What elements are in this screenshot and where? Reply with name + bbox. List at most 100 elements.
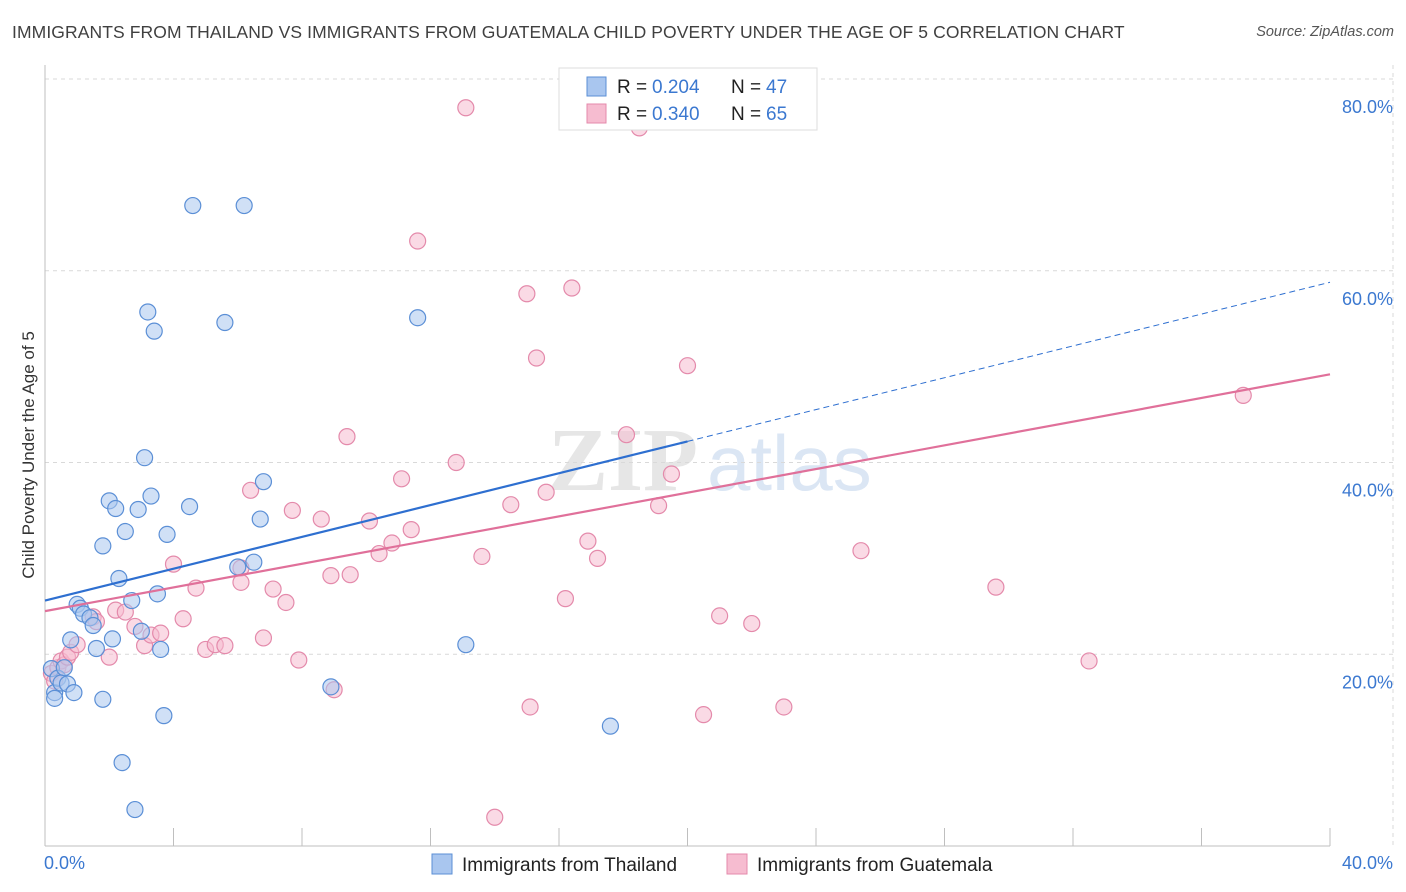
- thailand-point: [107, 499, 125, 518]
- guatemala-point: [457, 99, 475, 117]
- guatemala-point: [216, 637, 234, 655]
- thailand-point: [142, 487, 160, 505]
- guatemala-point: [743, 614, 761, 633]
- y-tick-label: 60.0%: [1342, 289, 1393, 309]
- guatemala-point: [987, 578, 1005, 596]
- thailand-point: [129, 500, 147, 519]
- gridlines: 20.0% 40.0% 60.0% 80.0%: [45, 65, 1394, 846]
- guatemala-point: [579, 532, 597, 550]
- legend-r-value-guatemala: 0.340: [652, 104, 700, 125]
- guatemala-point: [290, 651, 308, 669]
- bottom-legend-swatch-guatemala: [726, 853, 748, 875]
- thailand-point: [62, 631, 80, 649]
- guatemala-point: [409, 232, 427, 250]
- guatemala-point: [264, 580, 282, 598]
- guatemala-point: [312, 510, 330, 528]
- guatemala-point: [537, 483, 555, 501]
- guatemala-point: [486, 808, 504, 826]
- bottom-legend-swatch-thailand: [431, 853, 453, 875]
- thailand-point: [155, 707, 173, 725]
- legend-n-value-guatemala: 65: [766, 104, 787, 125]
- bottom-legend-label-thailand: Immigrants from Thailand: [462, 855, 677, 876]
- guatemala-point: [322, 567, 340, 585]
- guatemala-point: [473, 547, 491, 566]
- y-tick-label: 80.0%: [1342, 97, 1393, 117]
- legend-r-label-guatemala: R =: [617, 104, 647, 125]
- thailand-point: [87, 639, 106, 658]
- guatemala-points: [42, 99, 1252, 826]
- thailand-point: [409, 309, 427, 327]
- guatemala-point: [617, 426, 636, 444]
- thailand-point: [46, 689, 64, 707]
- guatemala-point: [254, 629, 273, 647]
- thailand-point: [322, 678, 340, 696]
- guatemala-point: [694, 706, 713, 724]
- guatemala-point: [711, 607, 729, 625]
- series-legend: Immigrants from Thailand Immigrants from…: [431, 853, 993, 876]
- guatemala-point: [283, 501, 301, 520]
- thailand-point: [132, 622, 150, 640]
- x-tick-label-min: 0.0%: [44, 853, 85, 873]
- thailand-point: [65, 683, 83, 702]
- thailand-point: [116, 522, 134, 541]
- thailand-point: [245, 553, 263, 571]
- thailand-point: [158, 525, 176, 544]
- thailand-point: [184, 196, 202, 215]
- chart-title: IMMIGRANTS FROM THAILAND VS IMMIGRANTS F…: [12, 22, 1125, 42]
- y-axis-label: Child Poverty Under the Age of 5: [19, 331, 38, 579]
- guatemala-point: [392, 470, 411, 488]
- legend-n-value-thailand: 47: [766, 77, 787, 98]
- trend-lines: [44, 281, 1331, 613]
- thailand-point: [126, 800, 144, 819]
- legend-n-label-thailand: N =: [731, 77, 761, 98]
- source-credit: Source: ZipAtlas.com: [1256, 24, 1394, 40]
- guatemala-point: [152, 624, 170, 642]
- guatemala-point: [174, 610, 192, 628]
- y-tick-label: 20.0%: [1342, 672, 1393, 692]
- thailand-point: [113, 753, 131, 772]
- thailand-point: [457, 636, 475, 654]
- thailand-point: [94, 690, 112, 708]
- guatemala-point: [563, 279, 581, 297]
- guatemala-point: [402, 521, 420, 539]
- guatemala-trendline: [44, 373, 1331, 613]
- guatemala-point: [447, 453, 465, 472]
- thailand-point: [94, 537, 112, 555]
- guatemala-point: [588, 549, 607, 567]
- guatemala-point: [338, 428, 356, 446]
- guatemala-point: [502, 496, 520, 514]
- thailand-point: [254, 473, 273, 491]
- axes: [44, 65, 1331, 847]
- stats-legend: R = 0.204 N = 47 R = 0.340 N = 65: [558, 67, 818, 131]
- thailand-trendline-extension: [687, 281, 1331, 442]
- guatemala-point: [341, 566, 359, 584]
- thailand-trendline: [44, 440, 688, 602]
- thailand-point: [229, 558, 247, 576]
- guatemala-point: [1080, 652, 1098, 670]
- bottom-legend-label-guatemala: Immigrants from Guatemala: [757, 855, 993, 876]
- x-tick-label-max: 40.0%: [1342, 853, 1393, 873]
- guatemala-point: [242, 481, 260, 499]
- thailand-point: [235, 196, 253, 215]
- thailand-point: [103, 630, 122, 648]
- guatemala-point: [521, 698, 539, 716]
- guatemala-point: [100, 648, 118, 666]
- thailand-point: [84, 616, 102, 635]
- guatemala-point: [678, 357, 697, 375]
- guatemala-point: [852, 542, 870, 560]
- guatemala-point: [527, 349, 546, 367]
- y-tick-label: 40.0%: [1342, 481, 1393, 501]
- legend-r-label-thailand: R =: [617, 77, 647, 98]
- thailand-point: [251, 510, 269, 528]
- thailand-point: [216, 313, 234, 332]
- thailand-point: [152, 640, 170, 659]
- guatemala-point: [775, 698, 793, 716]
- legend-swatch-guatemala: [586, 103, 607, 124]
- thailand-point: [135, 449, 154, 467]
- guatemala-point: [518, 285, 536, 303]
- thailand-point: [139, 303, 157, 321]
- legend-n-label-guatemala: N =: [731, 104, 761, 125]
- thailand-point: [180, 498, 199, 516]
- legend-swatch-thailand: [586, 76, 607, 97]
